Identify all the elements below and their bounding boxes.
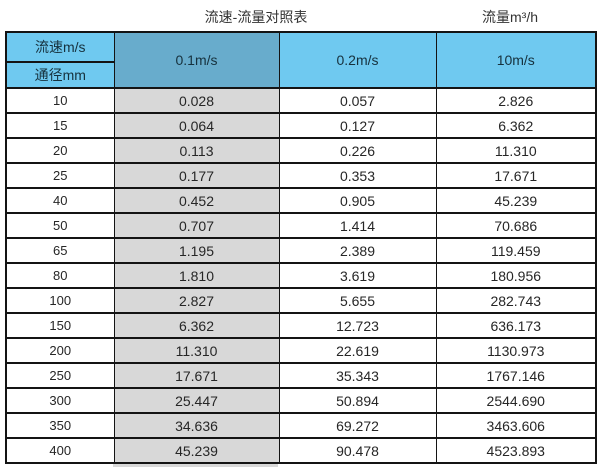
titlebar: 流速-流量对照表 流量m³/h (0, 0, 600, 31)
flow-value-cell: 2.389 (278, 237, 437, 264)
table-row: 300 25.447 50.894 2544.690 (5, 387, 597, 414)
diameter-cell: 20 (5, 137, 115, 164)
flow-value-cell: 3.619 (278, 262, 437, 289)
flow-value-cell: 2.826 (435, 87, 597, 114)
flow-value-cell: 0.127 (278, 112, 437, 139)
flow-value-cell: 282.743 (435, 287, 597, 314)
diameter-cell: 25 (5, 162, 115, 189)
table-row: 10 0.028 0.057 2.826 (5, 87, 597, 114)
flow-value-cell: 2544.690 (435, 387, 597, 414)
diameter-cell: 100 (5, 287, 115, 314)
flow-value-cell: 11.310 (435, 137, 597, 164)
flow-value-cell: 0.057 (278, 87, 437, 114)
diameter-cell: 200 (5, 337, 115, 364)
flow-value-cell: 636.173 (435, 312, 597, 339)
flow-value-cell: 17.671 (435, 162, 597, 189)
flow-value-cell: 45.239 (435, 187, 597, 214)
flow-value-cell: 0.028 (113, 87, 280, 114)
flow-value-cell: 34.636 (113, 412, 280, 439)
table-row: 350 34.636 69.272 3463.606 (5, 412, 597, 439)
flow-value-cell: 25.447 (113, 387, 280, 414)
flow-value-cell: 1130.973 (435, 337, 597, 364)
table-row: 65 1.195 2.389 119.459 (5, 237, 597, 264)
table-header: 流速m/s 0.1m/s 0.2m/s 10m/s 通径mm (5, 31, 597, 89)
table-row: 15 0.064 0.127 6.362 (5, 112, 597, 139)
flow-value-cell: 0.177 (113, 162, 280, 189)
flow-value-cell: 35.343 (278, 362, 437, 389)
diameter-cell: 350 (5, 412, 115, 439)
flow-value-cell: 3463.606 (435, 412, 597, 439)
flow-value-cell: 0.353 (278, 162, 437, 189)
flow-value-cell: 45.239 (113, 437, 280, 464)
velocity-header-10: 10m/s (435, 31, 597, 89)
table-title: 流速-流量对照表 (204, 9, 308, 25)
flow-value-cell: 0.707 (113, 212, 280, 239)
diameter-cell: 65 (5, 237, 115, 264)
flow-value-cell: 0.113 (113, 137, 280, 164)
flow-value-cell: 0.452 (113, 187, 280, 214)
flow-value-cell: 6.362 (113, 312, 280, 339)
flow-conversion-table: 流速m/s 0.1m/s 0.2m/s 10m/s 通径mm 10 0.028 … (5, 31, 597, 464)
diameter-cell: 15 (5, 112, 115, 139)
table-row: 150 6.362 12.723 636.173 (5, 312, 597, 339)
table-row: 100 2.827 5.655 282.743 (5, 287, 597, 314)
corner-cell-diameter: 通径mm (5, 61, 115, 89)
table-body: 10 0.028 0.057 2.826 15 0.064 0.127 6.36… (5, 87, 597, 464)
diameter-cell: 400 (5, 437, 115, 464)
diameter-cell: 80 (5, 262, 115, 289)
table-row: 25 0.177 0.353 17.671 (5, 162, 597, 189)
diameter-cell: 50 (5, 212, 115, 239)
table-row: 200 11.310 22.619 1130.973 (5, 337, 597, 364)
flow-value-cell: 5.655 (278, 287, 437, 314)
flow-value-cell: 17.671 (113, 362, 280, 389)
flow-value-cell: 90.478 (278, 437, 437, 464)
diameter-cell: 40 (5, 187, 115, 214)
flow-value-cell: 2.827 (113, 287, 280, 314)
diameter-cell: 10 (5, 87, 115, 114)
flow-value-cell: 50.894 (278, 387, 437, 414)
flow-value-cell: 0.226 (278, 137, 437, 164)
flow-value-cell: 4523.893 (435, 437, 597, 464)
diameter-cell: 150 (5, 312, 115, 339)
table-row: 80 1.810 3.619 180.956 (5, 262, 597, 289)
table-row: 250 17.671 35.343 1767.146 (5, 362, 597, 389)
table-row: 40 0.452 0.905 45.239 (5, 187, 597, 214)
table-row: 20 0.113 0.226 11.310 (5, 137, 597, 164)
table-row: 50 0.707 1.414 70.686 (5, 212, 597, 239)
flow-value-cell: 11.310 (113, 337, 280, 364)
diameter-cell: 250 (5, 362, 115, 389)
flow-value-cell: 0.064 (113, 112, 280, 139)
flow-value-cell: 70.686 (435, 212, 597, 239)
flow-value-cell: 1.810 (113, 262, 280, 289)
header-row-velocity: 流速m/s 0.1m/s 0.2m/s 10m/s (5, 31, 597, 89)
flow-value-cell: 1.195 (113, 237, 280, 264)
table-row: 400 45.239 90.478 4523.893 (5, 437, 597, 464)
corner-cell-velocity: 流速m/s (5, 31, 115, 63)
velocity-header-0-2: 0.2m/s (278, 31, 437, 89)
flow-value-cell: 6.362 (435, 112, 597, 139)
flow-value-cell: 1767.146 (435, 362, 597, 389)
header-row-diameter: 通径mm (5, 61, 596, 89)
flow-value-cell: 0.905 (278, 187, 437, 214)
flow-value-cell: 119.459 (435, 237, 597, 264)
diameter-cell: 300 (5, 387, 115, 414)
flow-value-cell: 1.414 (278, 212, 437, 239)
velocity-header-0-1: 0.1m/s (113, 31, 280, 89)
flow-value-cell: 22.619 (278, 337, 437, 364)
flow-value-cell: 69.272 (278, 412, 437, 439)
flow-value-cell: 180.956 (435, 262, 597, 289)
flow-value-cell: 12.723 (278, 312, 437, 339)
flow-unit-label: 流量m³/h (482, 9, 538, 25)
